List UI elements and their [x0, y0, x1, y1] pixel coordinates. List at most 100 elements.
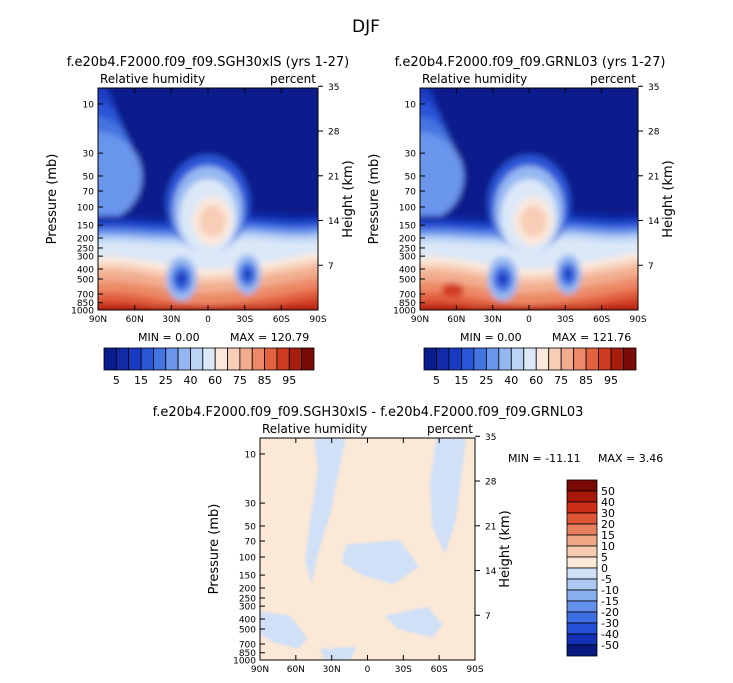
x-tick-label: 90S [309, 315, 326, 325]
panel-right-axes: 90N 60N 30N 0 30S 60S 90S103050701001502002503… [367, 72, 676, 344]
colorbar-label: 95 [604, 374, 618, 387]
y-tick-label: 50 [245, 522, 257, 532]
colorbar-swatch [566, 600, 598, 613]
figure-title: DJF [352, 17, 380, 37]
panel-diff-axes: 90N 60N 30N 0 30S 60S 90S103050701001502002503… [207, 422, 663, 675]
colorbar-label: 85 [258, 374, 272, 387]
max-label: MAX = 121.76 [552, 331, 631, 344]
y-tick-label: 700 [239, 641, 256, 651]
y-tick-label: 70 [83, 188, 95, 198]
min-label: MIN = 0.00 [460, 331, 522, 344]
colorbar-swatch [566, 534, 598, 547]
colorbar-swatch [103, 347, 117, 371]
height-tick-label: 21 [328, 172, 339, 182]
x-tick-label: 30S [395, 665, 412, 675]
colorbar-swatch [190, 347, 204, 371]
colorbar-swatch [436, 347, 450, 371]
height-tick-label: 14 [328, 217, 340, 227]
panel-left-heatmap [98, 88, 318, 310]
colorbar-swatch [566, 523, 598, 536]
colorbar-label: -20 [601, 606, 619, 619]
colorbar-swatch [566, 578, 598, 591]
x-tick-label: 30N [484, 315, 502, 325]
y-tick-label: 30 [405, 150, 417, 160]
y-tick-label: 1000 [233, 657, 256, 667]
colorbar-label: 5 [113, 374, 120, 387]
y-tick-label: 500 [239, 625, 256, 635]
colorbar-swatch [498, 347, 512, 371]
y-tick-label: 150 [77, 222, 94, 232]
colorbar-label: 50 [601, 485, 615, 498]
colorbar-label: 15 [601, 529, 615, 542]
panel-left-title: f.e20b4.F2000.f09_f09.SGH30xlS (yrs 1-27… [67, 55, 349, 70]
colorbar-swatch [251, 347, 265, 371]
y-tick-label: 500 [399, 275, 416, 285]
y-tick-label: 30 [245, 500, 257, 510]
y-tick-label: 100 [239, 553, 256, 563]
panel-diff-title: f.e20b4.F2000.f09_f09.SGH30xlS - f.e20b4… [153, 405, 584, 420]
units-label: percent [427, 422, 473, 436]
y-tick-label: 300 [399, 253, 416, 263]
y-tick-label: 300 [239, 603, 256, 613]
diff-fill [305, 438, 346, 585]
colorbar-swatch [214, 347, 228, 371]
y-tick-label: 150 [399, 222, 416, 232]
y-tick-label: 700 [77, 291, 94, 301]
colorbar-label: 40 [183, 374, 197, 387]
colorbar-label: 60 [208, 374, 222, 387]
diff-fill [384, 606, 443, 638]
colorbar-swatch [566, 611, 598, 624]
y-tick-label: 30 [83, 150, 95, 160]
x-tick-label: 0 [205, 315, 211, 325]
diff-field [260, 438, 475, 660]
colorbar-swatch [585, 347, 599, 371]
colorbar-swatch [202, 347, 216, 371]
rh-fill [520, 205, 547, 237]
colorbar-swatch [535, 347, 550, 371]
x-tick-label: 60S [593, 315, 610, 325]
x-tick-label: 60S [273, 315, 290, 325]
y-tick-label: 200 [399, 234, 416, 244]
colorbar-label: 40 [504, 374, 518, 387]
y-tick-label: 300 [77, 253, 94, 263]
rh-fill [497, 272, 509, 286]
variable-label: Relative humidity [100, 72, 205, 86]
y-tick-label: 150 [239, 572, 256, 582]
y-tick-label: 1000 [71, 307, 94, 317]
y-tick-label: 500 [77, 275, 94, 285]
y-axis-title-right: Height (km) [498, 510, 513, 587]
colorbar-swatch [566, 490, 598, 503]
x-tick-label: 90S [629, 315, 646, 325]
units-label: percent [590, 72, 636, 86]
colorbar-swatch [165, 347, 179, 371]
y-tick-label: 200 [77, 234, 94, 244]
y-tick-label: 70 [405, 188, 417, 198]
colorbar-swatch [276, 347, 290, 371]
colorbar-swatch [566, 567, 598, 580]
y-tick-label: 10 [83, 100, 95, 110]
diff-fill [260, 611, 308, 649]
y-tick-label: 200 [239, 584, 256, 594]
x-tick-label: 60S [431, 665, 448, 675]
y-tick-label: 100 [399, 203, 416, 213]
rh-fill [176, 272, 187, 286]
y-tick-label: 250 [239, 594, 256, 604]
x-tick-label: 60N [126, 315, 144, 325]
rh-fill [199, 205, 226, 237]
height-tick-label: 28 [648, 128, 660, 138]
colorbar-swatch [448, 347, 462, 371]
colorbar-swatch [566, 501, 598, 514]
colorbar-label: -5 [601, 573, 612, 586]
colorbar-swatch [461, 347, 475, 371]
x-tick-label: 30N [162, 315, 180, 325]
colorbar-swatch [485, 347, 500, 371]
rh-field [98, 88, 318, 310]
x-tick-label: 0 [526, 315, 532, 325]
colorbar-label: 25 [479, 374, 493, 387]
height-tick-label: 14 [485, 567, 497, 577]
colorbar-label: 40 [601, 496, 615, 509]
colorbar-swatch [239, 347, 253, 371]
colorbar-swatch [140, 347, 154, 371]
rh-fill [242, 268, 253, 281]
y-tick-label: 400 [239, 616, 256, 626]
